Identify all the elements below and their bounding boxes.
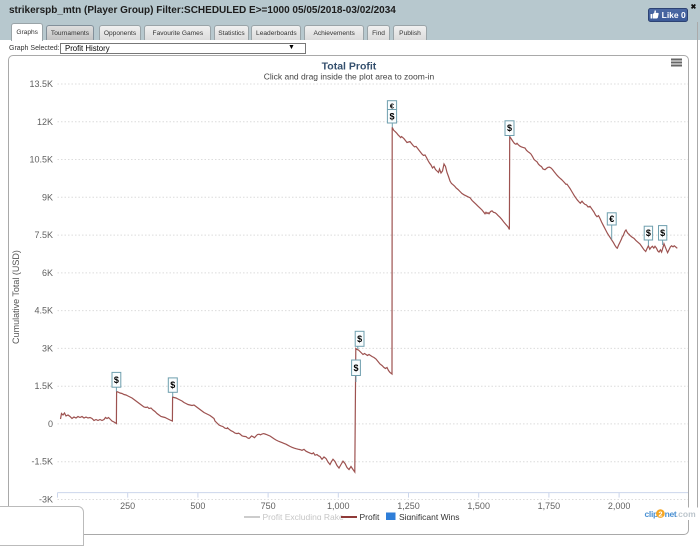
svg-text:1,750: 1,750 (538, 501, 561, 511)
svg-text:0: 0 (48, 419, 53, 429)
svg-text:1.5K: 1.5K (34, 381, 53, 391)
svg-text:3K: 3K (42, 343, 53, 353)
svg-text:2,000: 2,000 (608, 501, 631, 511)
svg-text:750: 750 (261, 501, 276, 511)
svg-text:net: net (665, 509, 677, 519)
svg-text:$: $ (646, 228, 651, 238)
svg-text:Profit: Profit (360, 512, 380, 520)
svg-text:$: $ (507, 123, 512, 133)
svg-text:Total Profit: Total Profit (322, 61, 377, 73)
svg-text:-3K: -3K (39, 495, 53, 505)
svg-text:$: $ (389, 112, 394, 122)
svg-text:$: $ (357, 334, 362, 344)
svg-text:250: 250 (120, 501, 135, 511)
svg-text:Profit Excluding Rake: Profit Excluding Rake (263, 512, 345, 520)
svg-text:7.5K: 7.5K (34, 230, 53, 240)
svg-text:Click and drag inside the plot: Click and drag inside the plot area to z… (264, 72, 435, 82)
svg-text:Cumulative Total (USD): Cumulative Total (USD) (11, 250, 21, 344)
svg-text:Significant Wins: Significant Wins (399, 512, 459, 520)
svg-text:12K: 12K (37, 117, 53, 127)
svg-text:6K: 6K (42, 268, 53, 278)
svg-text:€: € (390, 101, 395, 110)
svg-text:9K: 9K (42, 192, 53, 202)
svg-text:$: $ (353, 363, 358, 373)
svg-text:500: 500 (190, 501, 205, 511)
svg-text:-1.5K: -1.5K (31, 457, 53, 467)
svg-text:clip: clip (645, 509, 659, 519)
svg-text:4.5K: 4.5K (34, 306, 53, 316)
svg-text:2: 2 (658, 509, 662, 518)
svg-text:$: $ (170, 380, 175, 390)
svg-text:.com: .com (676, 509, 696, 519)
svg-text:1,500: 1,500 (467, 501, 490, 511)
svg-text:13.5K: 13.5K (29, 79, 53, 89)
svg-text:€: € (609, 214, 614, 224)
svg-text:1,250: 1,250 (397, 501, 420, 511)
svg-text:$: $ (660, 228, 665, 238)
svg-text:1,000: 1,000 (327, 501, 350, 511)
svg-text:10.5K: 10.5K (29, 155, 53, 165)
svg-text:$: $ (114, 375, 119, 385)
